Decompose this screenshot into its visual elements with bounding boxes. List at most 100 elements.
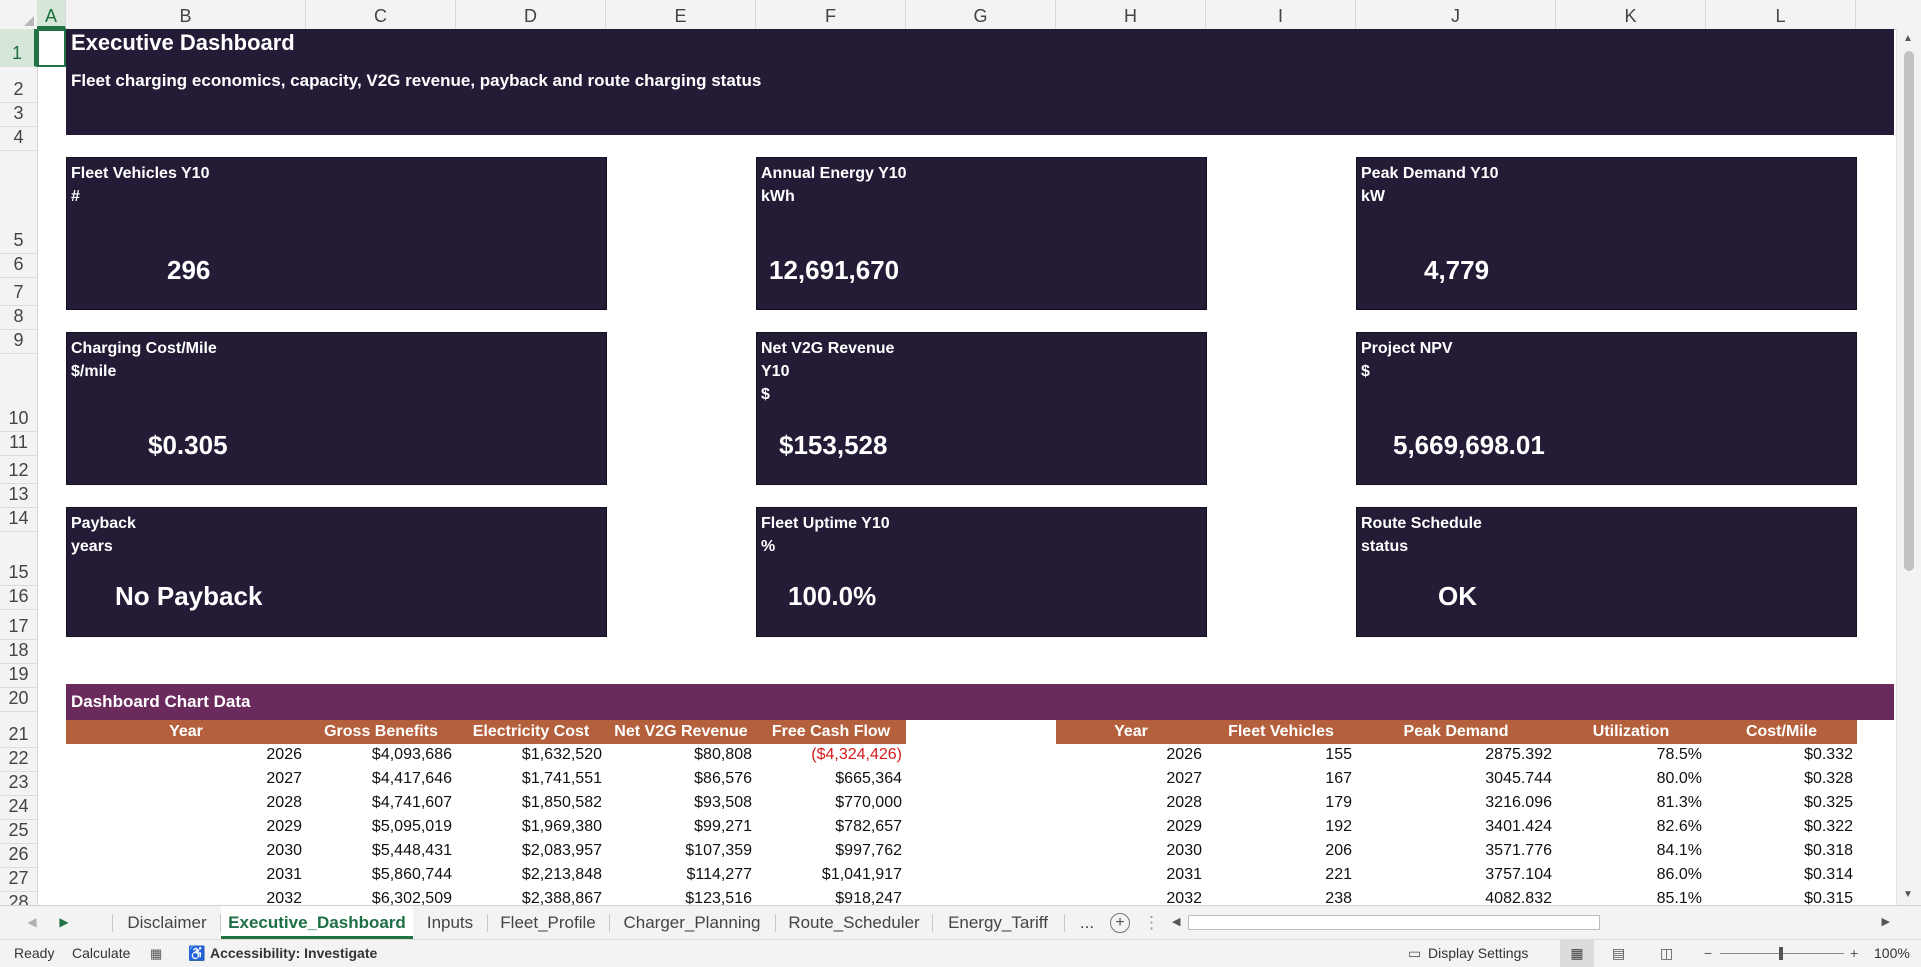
row-header-11[interactable]: 11 [0,432,37,456]
table2-cell[interactable]: 86.0% [1656,866,1702,883]
table1-cell[interactable]: $770,000 [835,794,902,811]
table1-cell[interactable]: $4,741,607 [371,794,452,811]
status-accessibility[interactable]: Accessibility: Investigate [210,945,378,961]
active-cell-a1[interactable] [37,29,66,67]
tab-route-scheduler[interactable]: Route_Scheduler [788,913,920,932]
tab-scroll-left-icon[interactable]: ◀ [27,915,37,929]
table1-cell[interactable]: $123,516 [685,890,752,907]
kpi-card-route-schedule[interactable]: Route Schedule status OK [1356,507,1857,637]
table2-cell[interactable]: 2027 [1166,770,1202,787]
status-calculate[interactable]: Calculate [72,945,131,961]
row-header-12[interactable]: 12 [0,456,37,484]
vertical-scroll-thumb[interactable] [1904,51,1914,571]
column-header-a[interactable]: A [37,0,66,29]
display-settings-icon[interactable]: ▭ [1408,945,1422,961]
table1-cell[interactable]: 2029 [266,818,302,835]
row-header-4[interactable]: 4 [0,127,37,151]
table1-cell[interactable]: $1,632,520 [521,746,602,763]
row-header-16[interactable]: 16 [0,586,37,610]
table2-cell[interactable]: $0.322 [1804,818,1853,835]
row-header-21[interactable]: 21 [0,712,37,748]
row-header-18[interactable]: 18 [0,640,37,664]
horizontal-scrollbar[interactable]: ◀ ▶ [1168,914,1898,932]
row-header-20[interactable]: 20 [0,688,37,712]
table2-cell[interactable]: $0.318 [1804,842,1853,859]
tab-fleet-profile[interactable]: Fleet_Profile [500,913,596,932]
table2-cell[interactable]: 2026 [1166,746,1202,763]
table2-cell[interactable]: 85.1% [1656,890,1702,907]
row-header-28[interactable]: 28 [0,892,37,905]
row-header-26[interactable]: 26 [0,844,37,868]
tab-disclaimer[interactable]: Disclaimer [127,913,207,932]
table2-cell[interactable]: 221 [1325,866,1352,883]
table1-cell[interactable]: $6,302,509 [371,890,452,907]
table1-cell[interactable]: ($4,324,426) [811,746,902,763]
table2-cell[interactable]: 192 [1325,818,1352,835]
more-tabs-ellipsis[interactable]: ... [1079,913,1095,932]
scroll-down-arrow-icon[interactable]: ▼ [1903,889,1913,900]
table2-cell[interactable]: 4082.832 [1485,890,1552,907]
kpi-card-fleet-vehicles[interactable]: Fleet Vehicles Y10 # 296 [66,157,607,310]
table2-cell[interactable]: 2032 [1166,890,1202,907]
row-header-22[interactable]: 22 [0,748,37,772]
table1-cell[interactable]: $4,093,686 [371,746,452,763]
column-header-i[interactable]: I [1206,0,1356,29]
column-header-e[interactable]: E [606,0,756,29]
table1-cell[interactable]: $5,860,744 [371,866,452,883]
row-header-10[interactable]: 10 [0,354,37,432]
table1-cell[interactable]: 2030 [266,842,302,859]
row-header-8[interactable]: 8 [0,306,37,330]
table1-cell[interactable]: $5,448,431 [371,842,452,859]
page-layout-view-icon[interactable]: ▤ [1612,945,1626,961]
row-header-14[interactable]: 14 [0,508,37,532]
table2-cell[interactable]: 2031 [1166,866,1202,883]
vertical-scrollbar[interactable]: ▲ ▼ [1896,29,1921,905]
table1-cell[interactable]: $997,762 [835,842,902,859]
row-header-1[interactable]: 1 [0,29,37,67]
table1-cell[interactable]: $918,247 [835,890,902,907]
table1-cell[interactable]: $4,417,646 [371,770,452,787]
table2-cell[interactable]: 81.3% [1656,794,1702,811]
zoom-out-icon[interactable]: − [1704,945,1713,961]
row-header-3[interactable]: 3 [0,103,37,127]
column-header-b[interactable]: B [66,0,306,29]
kpi-card-net-v2g-revenue[interactable]: Net V2G Revenue Y10 $ $153,528 [756,332,1207,485]
table1-cell[interactable]: $665,364 [835,770,902,787]
kpi-card-fleet-uptime[interactable]: Fleet Uptime Y10 % 100.0% [756,507,1207,637]
table2-cell[interactable]: 84.1% [1656,842,1702,859]
table1-cell[interactable]: $1,041,917 [821,866,902,883]
row-header-5[interactable]: 5 [0,151,37,254]
table2-cell[interactable]: 2875.392 [1485,746,1552,763]
table2-cell[interactable]: 206 [1325,842,1352,859]
row-header-2[interactable]: 2 [0,67,37,103]
page-break-preview-icon[interactable]: ◫ [1660,945,1674,961]
table1-cell[interactable]: $5,095,019 [371,818,452,835]
row-header-25[interactable]: 25 [0,820,37,844]
table1-cell[interactable]: 2028 [266,794,302,811]
table2-cell[interactable]: 3216.096 [1485,794,1552,811]
table1-cell[interactable]: $80,808 [694,746,752,763]
column-header-g[interactable]: G [906,0,1056,29]
tab-executive-dashboard[interactable]: Executive_Dashboard [221,906,413,939]
add-sheet-icon[interactable]: + [1108,906,1132,939]
table1-cell[interactable]: $93,508 [694,794,752,811]
column-header-c[interactable]: C [306,0,456,29]
kpi-card-annual-energy[interactable]: Annual Energy Y10 kWh 12,691,670 [756,157,1207,310]
zoom-in-icon[interactable]: + [1850,945,1859,961]
column-header-k[interactable]: K [1556,0,1706,29]
table1-cell[interactable]: $99,271 [694,818,752,835]
table2-cell[interactable]: $0.328 [1804,770,1853,787]
table2-cell[interactable]: $0.325 [1804,794,1853,811]
kpi-card-payback[interactable]: Payback years No Payback [66,507,607,637]
column-header-h[interactable]: H [1056,0,1206,29]
row-header-24[interactable]: 24 [0,796,37,820]
table1-cell[interactable]: $782,657 [835,818,902,835]
table1-cell[interactable]: $1,969,380 [521,818,602,835]
table1-cell[interactable]: $86,576 [694,770,752,787]
table1-cell[interactable]: $2,388,867 [521,890,602,907]
row-header-6[interactable]: 6 [0,254,37,278]
table1-cell[interactable]: $1,850,582 [521,794,602,811]
row-header-9[interactable]: 9 [0,330,37,354]
select-all-corner[interactable] [0,0,38,29]
table2-cell[interactable]: 155 [1325,746,1352,763]
